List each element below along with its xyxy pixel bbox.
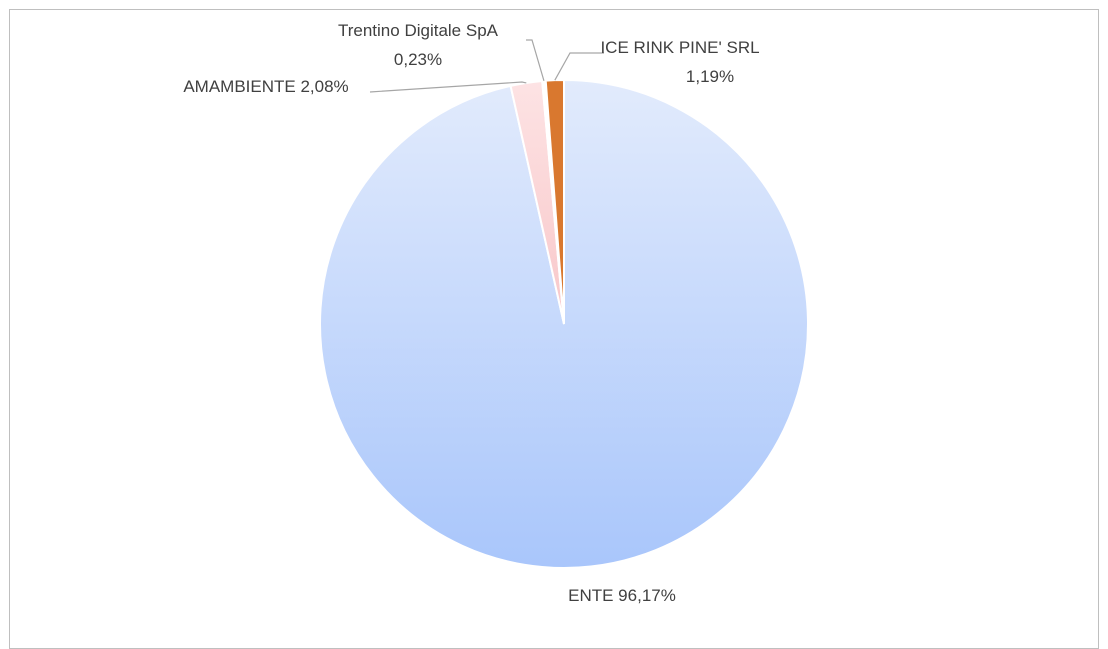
data-label-ice-rink-pine-srl: ICE RINK PINE' SRL (600, 38, 759, 57)
data-label-ente: ENTE 96,17% (568, 586, 676, 605)
leader-line-trentino-digitale-spa (526, 39, 545, 81)
data-label-ice-rink-pine-srl-value: 1,19% (686, 67, 734, 86)
pie-chart: ENTE 96,17% AMAMBIENTE 2,08% Trentino Digi… (183, 21, 809, 605)
data-label-trentino-digitale-spa: Trentino Digitale SpA (338, 21, 499, 40)
data-label-trentino-digitale-spa-value: 0,23% (394, 50, 442, 69)
data-label-amambiente: AMAMBIENTE 2,08% (183, 77, 348, 96)
leader-line-amambiente (369, 81, 527, 93)
leader-line-ice-rink-pine-srl (554, 52, 604, 81)
